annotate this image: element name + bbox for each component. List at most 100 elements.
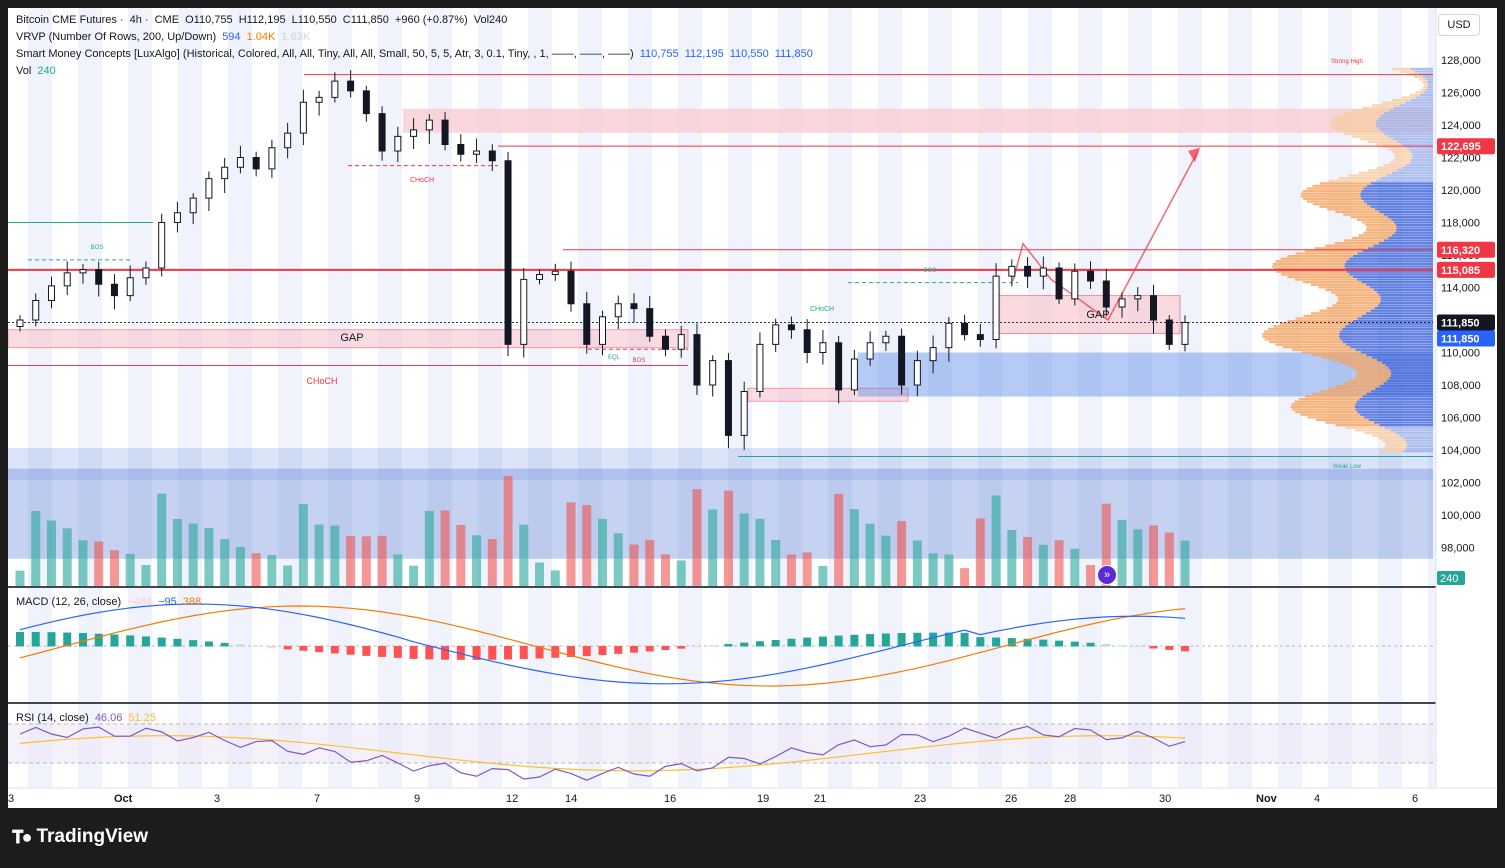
vp-down-bar: [1307, 200, 1364, 203]
vp-up-bar: [1377, 359, 1433, 362]
vrvp-legend[interactable]: VRVP (Number Of Rows, 200, Up/Down) 594 …: [16, 31, 313, 43]
time-tick: 28: [1064, 793, 1076, 805]
candle-body: [819, 342, 827, 353]
vp-up-bar: [1388, 236, 1433, 240]
candle-body: [976, 334, 984, 340]
volume-bar: [330, 525, 340, 586]
vp-down-bar: [1326, 307, 1375, 310]
projection-path: [1012, 150, 1199, 322]
vp-down-bar: [1366, 226, 1397, 229]
macd-signal-value: 388: [182, 596, 202, 608]
volume-bar: [157, 493, 167, 586]
vp-down-bar: [1358, 234, 1393, 237]
price-chart[interactable]: GAP GAP CHoCH CHoCH CHoCH BOS BOS BOS EQL Strong …: [8, 8, 1497, 808]
vp-up-bar: [1357, 411, 1433, 414]
session-band: [1128, 8, 1152, 788]
vp-down-bar: [1392, 151, 1411, 154]
volume-bar: [865, 523, 875, 586]
vp-up-bar: [1392, 234, 1433, 237]
macd-histogram-bar: [755, 641, 764, 647]
symbol-exchange: CME: [154, 14, 180, 26]
time-tick: 19: [757, 793, 769, 805]
volume-bar: [46, 520, 56, 586]
macd-legend[interactable]: MACD (12, 26, close) −484 −95 388: [16, 596, 204, 608]
vp-down-bar: [1300, 192, 1361, 195]
vrvp-v3: 1.63K: [281, 31, 311, 43]
vp-up-bar: [1384, 239, 1433, 242]
symbol-timeframe: 4h: [129, 14, 142, 26]
candle-body: [331, 80, 339, 98]
macd-histogram-bar: [1086, 642, 1095, 647]
candle-body: [835, 342, 843, 391]
volume-bar: [755, 518, 765, 586]
macd-histogram-bar: [692, 646, 701, 648]
candle-body: [661, 335, 669, 350]
vp-down-bar: [1372, 434, 1400, 437]
scroll-to-realtime-button[interactable]: »: [1097, 565, 1117, 585]
session-band: [78, 8, 102, 788]
vp-down-bar: [1336, 301, 1380, 305]
vp-up-bar: [1339, 333, 1433, 336]
vp-down-bar: [1291, 403, 1356, 406]
volume-bar: [204, 528, 214, 586]
vol-legend[interactable]: Vol 240: [16, 65, 59, 77]
vp-up-bar: [1356, 278, 1433, 281]
candle-body: [315, 96, 323, 103]
vp-down-bar: [1338, 177, 1381, 180]
chart-frame[interactable]: GAP GAP CHoCH CHoCH CHoCH BOS BOS BOS EQL Strong …: [8, 8, 1497, 808]
annotation-label: CHoCH: [410, 177, 434, 184]
vp-down-bar: [1304, 395, 1363, 398]
vp-down-bar: [1294, 400, 1357, 403]
candle-body: [567, 270, 575, 305]
macd-histogram-bar: [1118, 645, 1127, 647]
macd-histogram-bar: [173, 638, 182, 647]
symbol-name[interactable]: Bitcoin CME Futures: [16, 14, 117, 26]
candle-body: [787, 324, 795, 331]
price-badge-label: 115,085: [1441, 265, 1480, 277]
vp-up-bar: [1411, 158, 1433, 162]
low-value: L110,550: [291, 14, 337, 26]
vp-down-bar: [1330, 125, 1377, 128]
price-tick: 106,000: [1441, 413, 1481, 425]
vp-up-bar: [1361, 197, 1433, 201]
vp-up-bar: [1364, 416, 1433, 419]
volume-bar: [15, 570, 25, 586]
vp-down-bar: [1271, 265, 1345, 268]
vp-down-bar: [1395, 156, 1413, 159]
vp-up-bar: [1354, 405, 1433, 409]
smc-labels: GAP GAP CHoCH CHoCH CHoCH BOS BOS BOS EQL Strong …: [91, 59, 1363, 470]
candle-body: [457, 144, 465, 155]
vp-down-bar: [1282, 346, 1351, 349]
currency-button[interactable]: USD: [1438, 14, 1480, 36]
smc-label: Smart Money Concepts [LuxAlgo] (Historic…: [16, 48, 634, 60]
macd-histogram-bar: [992, 637, 1001, 647]
vp-down-bar: [1310, 283, 1366, 286]
smc-legend[interactable]: Smart Money Concepts [LuxAlgo] (Historic…: [16, 48, 816, 60]
macd-histogram-bar: [330, 646, 339, 654]
vp-up-bar: [1406, 444, 1433, 448]
macd-histogram-bar: [110, 634, 119, 647]
vp-down-bar: [1290, 405, 1355, 409]
volume-bar: [235, 547, 245, 586]
time-axis-bg: [8, 788, 1497, 808]
vp-down-bar: [1423, 86, 1428, 89]
vp-down-bar: [1302, 281, 1362, 284]
vp-up-bar: [1380, 177, 1433, 180]
vp-down-bar: [1400, 70, 1415, 73]
vp-up-bar: [1422, 75, 1433, 78]
tradingview-logo[interactable]: 𝐓● TradingView: [12, 826, 148, 848]
macd-histogram-bar: [1165, 646, 1174, 650]
vp-up-bar: [1355, 408, 1433, 411]
macd-histogram-bar: [771, 639, 780, 647]
smc-v4: 111,850: [774, 48, 813, 60]
macd-line: [19, 603, 1186, 685]
vp-down-bar: [1368, 169, 1398, 172]
macd-histogram-bar: [976, 637, 985, 647]
volume-bar: [267, 555, 277, 586]
vp-up-bar: [1402, 437, 1433, 440]
rsi-legend[interactable]: RSI (14, close) 46.06 51.25: [16, 712, 159, 724]
volume-bar: [834, 493, 844, 586]
vp-up-bar: [1346, 270, 1433, 273]
candle-body: [929, 347, 937, 362]
vp-down-bar: [1319, 390, 1371, 393]
